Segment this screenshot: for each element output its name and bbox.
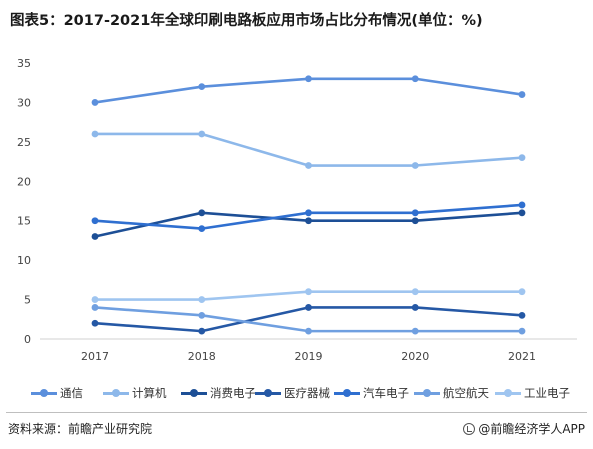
- data-point: [411, 288, 419, 296]
- x-tick-label: 2018: [188, 350, 216, 363]
- series-3: [91, 209, 526, 240]
- legend-item: 通信: [31, 384, 83, 402]
- data-point: [518, 154, 526, 162]
- legend-label: 医疗器械: [284, 386, 330, 400]
- y-tick-label: 30: [17, 96, 31, 109]
- data-point: [305, 209, 312, 217]
- y-tick-label: 20: [17, 175, 31, 188]
- series-1: [91, 75, 526, 106]
- legend-swatch: [31, 387, 57, 399]
- data-point: [411, 75, 419, 83]
- y-tick-label: 0: [24, 333, 31, 346]
- legend-swatch: [334, 387, 360, 399]
- data-point: [518, 288, 526, 296]
- data-point: [91, 319, 99, 327]
- brand-text: @前瞻经济学人APP: [478, 422, 585, 436]
- data-point: [305, 162, 312, 169]
- series-6: [91, 304, 526, 335]
- axes: 0 5 10 15 20 25 30 35 2017 2018 2019 2020 2021: [17, 57, 577, 363]
- legend-item: 消费电子: [181, 384, 256, 402]
- data-point: [91, 130, 99, 138]
- divider: [6, 412, 587, 413]
- data-point: [305, 217, 312, 225]
- data-point: [411, 162, 419, 169]
- data-point: [411, 304, 419, 311]
- data-point: [411, 209, 419, 217]
- data-point: [198, 130, 206, 138]
- data-point: [91, 99, 99, 106]
- y-tick-label: 15: [17, 215, 31, 228]
- data-point: [198, 327, 206, 335]
- data-point: [198, 311, 206, 319]
- legend-swatch: [181, 387, 207, 399]
- series-7: [91, 288, 526, 303]
- y-tick-label: 10: [17, 254, 31, 267]
- legend-swatch: [414, 387, 440, 399]
- legend-label: 消费电子: [210, 386, 256, 400]
- y-tick-label: 25: [17, 136, 31, 149]
- legend-item: 工业电子: [495, 384, 570, 402]
- legend-swatch: [103, 387, 129, 399]
- legend-label: 计算机: [132, 386, 167, 400]
- legend-label: 通信: [60, 386, 83, 400]
- data-point: [305, 304, 312, 311]
- series-line: [95, 132, 523, 167]
- data-point: [305, 288, 312, 296]
- legend-item: 航空航天: [414, 384, 489, 402]
- series-layer: [91, 75, 526, 335]
- data-point: [91, 296, 99, 303]
- x-tick-label: 2021: [508, 350, 536, 363]
- data-point: [91, 304, 99, 311]
- data-point: [518, 201, 526, 209]
- legend-item: 医疗器械: [255, 384, 330, 402]
- chart: 0 5 10 15 20 25 30 35 2017 2018 2019 2020 2021: [17, 57, 577, 363]
- legend-label: 汽车电子: [363, 386, 409, 400]
- legend: 通信 计算机 消费电子 医疗器械 汽车电子 航空航天 工业电子: [0, 384, 593, 402]
- series-line: [94, 77, 523, 104]
- data-point: [305, 327, 312, 335]
- legend-label: 航空航天: [443, 386, 489, 400]
- data-point: [518, 209, 526, 217]
- brand-icon: [463, 422, 476, 435]
- series-5: [91, 201, 526, 233]
- data-point: [411, 217, 419, 225]
- data-point: [198, 225, 206, 233]
- data-point: [198, 209, 206, 217]
- data-point: [198, 296, 206, 303]
- legend-item: 计算机: [103, 384, 167, 402]
- x-tick-label: 2019: [295, 350, 323, 363]
- legend-swatch: [495, 387, 521, 399]
- legend-swatch: [255, 387, 281, 399]
- data-point: [518, 91, 526, 98]
- data-point: [518, 327, 526, 335]
- x-tick-label: 2020: [401, 350, 429, 363]
- source-note: 资料来源：前瞻产业研究院: [8, 422, 153, 436]
- data-point: [305, 75, 312, 83]
- data-point: [91, 233, 99, 240]
- y-tick-label: 35: [17, 57, 31, 70]
- brand-credit: @前瞻经济学人APP: [463, 420, 585, 437]
- series-4: [91, 304, 526, 335]
- series-2: [91, 130, 526, 169]
- legend-item: 汽车电子: [334, 384, 409, 402]
- data-point: [518, 311, 526, 319]
- chart-title: 图表5：2017-2021年全球印刷电路板应用市场占比分布情况(单位：%): [10, 13, 483, 29]
- data-point: [91, 217, 99, 225]
- legend-label: 工业电子: [524, 386, 570, 400]
- y-tick-label: 5: [24, 294, 31, 307]
- x-tick-label: 2017: [81, 350, 109, 363]
- data-point: [198, 83, 206, 91]
- data-point: [411, 327, 419, 335]
